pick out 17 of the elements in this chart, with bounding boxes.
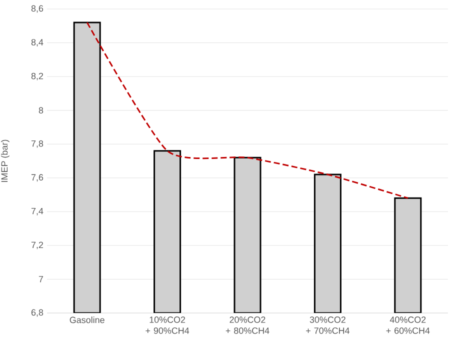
y-tick-label: 8,2 (31, 72, 44, 80)
y-tick-label: 7,4 (31, 208, 44, 216)
y-tick-label: 7,2 (31, 242, 44, 250)
y-tick-label: 7,6 (31, 174, 44, 182)
y-tick-label: 8,4 (31, 39, 44, 46)
line-series (86, 22, 409, 199)
x-tick-label: 20%CO2 + 80%CH4 (226, 316, 270, 334)
x-tick-label: 30%CO2 + 70%CH4 (306, 316, 350, 334)
x-tick-label: 40%CO2 + 60%CH4 (386, 316, 430, 334)
y-tick-label: 7 (38, 276, 44, 282)
y-tick-label: 7,8 (31, 140, 44, 148)
x-tick-label: 10%CO2 + 90%CH4 (146, 316, 190, 334)
y-tick-label: 8 (38, 107, 44, 114)
y-tick-label: 8,6 (31, 5, 44, 13)
x-tick-label: Gasoline (70, 316, 104, 324)
y-axis-title: IMEP (bar) (1, 140, 10, 182)
y-tick-label: 6,8 (31, 309, 44, 317)
